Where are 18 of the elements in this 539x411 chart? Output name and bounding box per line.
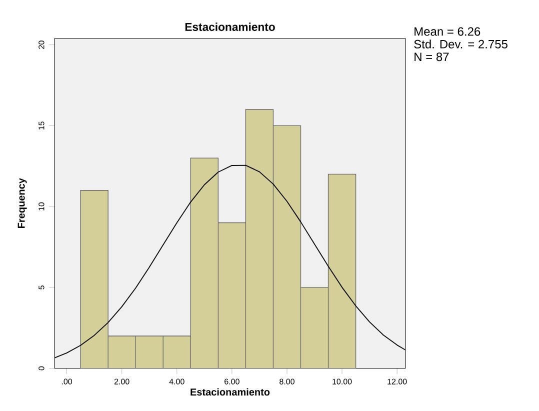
text: Mean = 6.26 xyxy=(414,27,480,36)
x-tick-label: 8.00 xyxy=(280,378,294,384)
x-tick-label: 12.00 xyxy=(388,378,407,384)
y-tick-label: 15 xyxy=(38,122,44,130)
y-tick-label: 10 xyxy=(38,202,44,210)
x-tick-label: .00 xyxy=(62,378,72,384)
x-axis-title: Estacionamiento xyxy=(190,388,270,396)
y-tick-label: 5 xyxy=(38,286,44,290)
x-tick-label: 6.00 xyxy=(224,378,240,384)
x-tick-label: 10.00 xyxy=(332,378,352,384)
y-axis-title: Frequency xyxy=(18,178,27,228)
y-tick-label: 0 xyxy=(38,366,44,370)
x-tick-label: 2.00 xyxy=(114,378,130,384)
x-tick-label: 4.00 xyxy=(169,378,184,384)
chart-title: Estacionamiento xyxy=(185,22,275,31)
text: Std. Dev. = 2.755 xyxy=(414,40,508,48)
y-tick-label: 20 xyxy=(38,40,44,49)
text: N = 87 xyxy=(414,52,449,62)
